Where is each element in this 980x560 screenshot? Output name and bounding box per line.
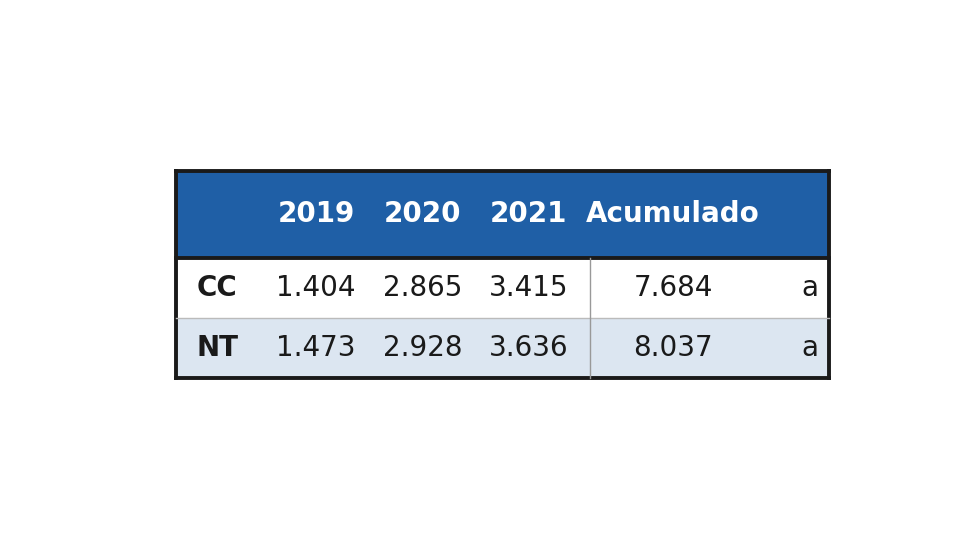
Text: 3.415: 3.415 (489, 274, 568, 302)
Text: a: a (802, 334, 818, 362)
Text: 2.865: 2.865 (383, 274, 463, 302)
Text: 8.037: 8.037 (633, 334, 712, 362)
Text: 2019: 2019 (277, 200, 355, 228)
Text: 7.684: 7.684 (633, 274, 712, 302)
Text: 2021: 2021 (490, 200, 567, 228)
Text: a: a (802, 274, 818, 302)
Text: 3.636: 3.636 (489, 334, 568, 362)
Text: Acumulado: Acumulado (586, 200, 760, 228)
Text: 2020: 2020 (384, 200, 462, 228)
Text: NT: NT (196, 334, 238, 362)
Text: 1.404: 1.404 (276, 274, 356, 302)
Text: 2.928: 2.928 (383, 334, 463, 362)
Text: 1.473: 1.473 (276, 334, 356, 362)
Text: CC: CC (197, 274, 238, 302)
